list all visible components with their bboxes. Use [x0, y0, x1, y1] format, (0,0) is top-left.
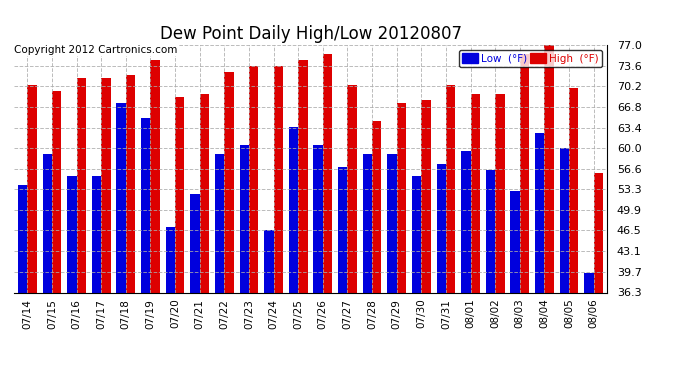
- Bar: [520, 54, 529, 292]
- Bar: [363, 154, 372, 292]
- Title: Dew Point Daily High/Low 20120807: Dew Point Daily High/Low 20120807: [159, 26, 462, 44]
- Bar: [544, 45, 554, 292]
- Bar: [101, 78, 110, 292]
- Bar: [560, 148, 569, 292]
- Text: Copyright 2012 Cartronics.com: Copyright 2012 Cartronics.com: [14, 45, 177, 55]
- Bar: [126, 75, 135, 292]
- Bar: [535, 133, 544, 292]
- Bar: [249, 66, 258, 292]
- Bar: [323, 54, 332, 292]
- Bar: [471, 94, 480, 292]
- Bar: [298, 60, 308, 292]
- Bar: [92, 176, 101, 292]
- Bar: [461, 152, 471, 292]
- Bar: [289, 127, 298, 292]
- Bar: [150, 60, 160, 292]
- Bar: [215, 154, 224, 292]
- Bar: [348, 84, 357, 292]
- Bar: [437, 164, 446, 292]
- Bar: [199, 94, 209, 292]
- Bar: [117, 103, 126, 292]
- Bar: [387, 154, 397, 292]
- Bar: [273, 66, 283, 292]
- Bar: [486, 170, 495, 292]
- Bar: [28, 84, 37, 292]
- Bar: [43, 154, 52, 292]
- Bar: [166, 227, 175, 292]
- Bar: [239, 146, 249, 292]
- Bar: [224, 72, 234, 292]
- Bar: [412, 176, 422, 292]
- Bar: [593, 173, 603, 292]
- Bar: [264, 231, 273, 292]
- Bar: [77, 78, 86, 292]
- Bar: [584, 273, 593, 292]
- Bar: [372, 121, 382, 292]
- Bar: [175, 97, 184, 292]
- Bar: [397, 103, 406, 292]
- Bar: [313, 146, 323, 292]
- Bar: [511, 191, 520, 292]
- Bar: [422, 100, 431, 292]
- Legend: Low  (°F), High  (°F): Low (°F), High (°F): [460, 50, 602, 67]
- Bar: [141, 118, 150, 292]
- Bar: [338, 166, 348, 292]
- Bar: [18, 185, 28, 292]
- Bar: [495, 94, 504, 292]
- Bar: [67, 176, 77, 292]
- Bar: [190, 194, 199, 292]
- Bar: [446, 84, 455, 292]
- Bar: [569, 88, 578, 292]
- Bar: [52, 91, 61, 292]
